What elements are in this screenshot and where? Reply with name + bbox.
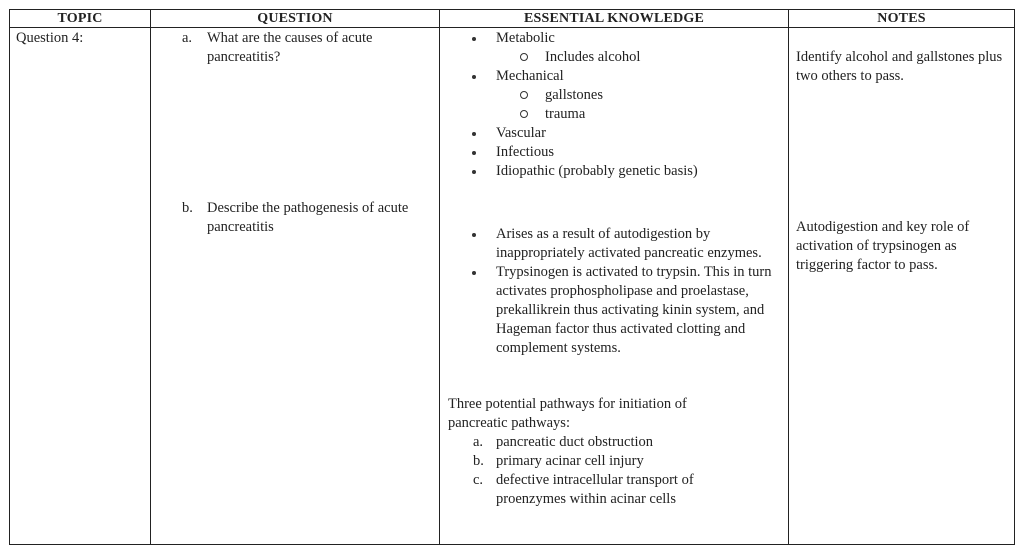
- circle-bullet-icon: [520, 110, 528, 118]
- question-text: What are the causes of acute pancreatiti…: [207, 30, 373, 65]
- list-item: Metabolic: [440, 29, 789, 48]
- circle-bullet-icon: [520, 53, 528, 61]
- question-text: Describe the pathogenesis of acute pancr…: [207, 200, 409, 235]
- topic-label: Question 4:: [16, 30, 84, 46]
- topic-cell: Question 4:: [9, 27, 151, 545]
- list-item: c. defective intracellular transport of …: [473, 472, 694, 507]
- question-letter: a.: [182, 30, 193, 46]
- note-text: Identify alcohol and gallstones plus two…: [796, 49, 1003, 84]
- table-row: Question 4: a. What are the causes of ac…: [9, 27, 1015, 545]
- question-letter: b.: [182, 200, 193, 216]
- list-item: Infectious: [440, 143, 789, 162]
- header-notes: NOTES: [788, 9, 1015, 28]
- bullet-icon: [472, 170, 476, 174]
- knowledge-cell: Metabolic Includes alcohol Mechanical: [439, 27, 789, 545]
- bullet-icon: [472, 271, 476, 275]
- note-text: Autodigestion and key role of activation…: [796, 219, 970, 273]
- sub-list-item: gallstones: [440, 86, 789, 105]
- question-cell: a. What are the causes of acute pancreat…: [150, 27, 440, 545]
- header-topic: TOPIC: [9, 9, 151, 28]
- list-item: b. primary acinar cell injury: [473, 453, 644, 469]
- bullet-icon: [472, 37, 476, 41]
- list-item: Trypsinogen is activated to trypsin. Thi…: [440, 263, 789, 358]
- bullet-icon: [472, 132, 476, 136]
- header-question: QUESTION: [150, 9, 440, 28]
- bullet-icon: [472, 75, 476, 79]
- pathogenesis-list: Arises as a result of autodigestion by i…: [440, 225, 789, 358]
- sub-list-item: Includes alcohol: [440, 48, 789, 67]
- list-item: Arises as a result of autodigestion by i…: [440, 225, 789, 263]
- sub-list-item: trauma: [440, 105, 789, 124]
- pathways-intro: Three potential pathways for initiation …: [448, 396, 687, 431]
- list-item: Vascular: [440, 124, 789, 143]
- list-item: Idiopathic (probably genetic basis): [440, 162, 789, 181]
- notes-cell: Identify alcohol and gallstones plus two…: [788, 27, 1015, 545]
- header-essential-knowledge: ESSENTIAL KNOWLEDGE: [439, 9, 789, 28]
- circle-bullet-icon: [520, 91, 528, 99]
- causes-list: Metabolic Includes alcohol Mechanical: [440, 29, 789, 181]
- header-row: TOPIC QUESTION ESSENTIAL KNOWLEDGE NOTES: [9, 9, 1015, 28]
- pathways-block: Three potential pathways for initiation …: [448, 395, 768, 509]
- essential-knowledge-table: TOPIC QUESTION ESSENTIAL KNOWLEDGE NOTES…: [9, 9, 1015, 545]
- bullet-icon: [472, 151, 476, 155]
- list-item: Mechanical: [440, 67, 789, 86]
- list-item: a. pancreatic duct obstruction: [473, 434, 654, 450]
- bullet-icon: [472, 233, 476, 237]
